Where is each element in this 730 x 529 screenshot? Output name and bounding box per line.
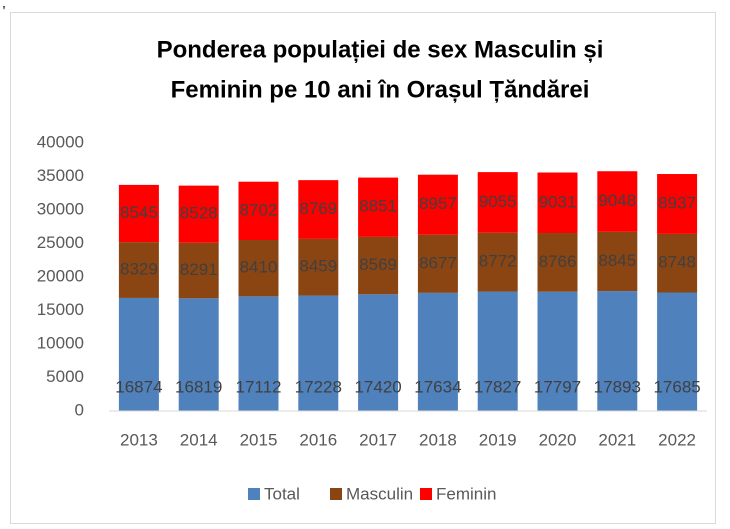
- x-tick-label: 2017: [359, 430, 397, 449]
- bar-segment: [657, 292, 698, 411]
- data-label: 8569: [359, 255, 397, 274]
- data-label: 8329: [120, 260, 158, 279]
- data-label: 8677: [419, 253, 457, 272]
- data-label: 9031: [539, 192, 577, 211]
- legend-swatch: [330, 488, 342, 500]
- data-label: 8410: [240, 258, 278, 277]
- y-tick-label: 35000: [37, 166, 84, 185]
- legend-swatch: [248, 488, 260, 500]
- chart-title: Feminin pe 10 ani în Orașul Țăndărei: [171, 76, 590, 103]
- data-label: 8769: [299, 199, 337, 218]
- bar-segment: [597, 291, 638, 411]
- data-label: 17685: [653, 377, 700, 396]
- data-label: 16874: [115, 377, 162, 396]
- bar-segment: [657, 174, 698, 234]
- x-tick-label: 2015: [240, 430, 278, 449]
- bar-segment: [537, 233, 578, 292]
- data-label: 8845: [598, 251, 636, 270]
- data-label: 8291: [180, 260, 218, 279]
- bar-segment: [238, 296, 279, 411]
- bar-segment: [118, 184, 159, 243]
- data-label: 8766: [539, 252, 577, 271]
- bar-segment: [477, 172, 518, 233]
- x-tick-label: 2016: [299, 430, 337, 449]
- chart-title: Ponderea populației de sex Masculin și: [157, 36, 604, 63]
- data-label: 8772: [479, 252, 517, 271]
- bar-segment: [417, 174, 458, 235]
- bar-segment: [537, 172, 578, 234]
- data-label: 8851: [359, 197, 397, 216]
- bar-segment: [417, 234, 458, 293]
- legend-label: Feminin: [436, 484, 496, 503]
- bar-segment: [298, 180, 339, 239]
- bar-segment: [178, 242, 219, 299]
- bar-segment: [298, 238, 339, 296]
- y-tick-label: 40000: [37, 132, 84, 151]
- data-label: 16819: [175, 377, 222, 396]
- bar-segment: [298, 295, 339, 411]
- y-tick-label: 15000: [37, 300, 84, 319]
- legend-swatch: [420, 488, 432, 500]
- y-tick-label: 30000: [37, 199, 84, 218]
- bar-segment: [358, 294, 399, 411]
- data-label: 8545: [120, 203, 158, 222]
- data-label: 8957: [419, 194, 457, 213]
- bar-segment: [178, 185, 219, 243]
- data-label: 17893: [594, 377, 641, 396]
- bar-segment: [477, 291, 518, 411]
- data-label: 8937: [658, 193, 696, 212]
- bar-segment: [238, 240, 279, 297]
- bar-segment: [657, 233, 698, 293]
- bar-segment: [118, 242, 159, 298]
- data-label: 17228: [295, 377, 342, 396]
- stray-text: ,: [2, 0, 6, 11]
- bar-segment: [477, 232, 518, 292]
- y-tick-label: 0: [75, 400, 84, 419]
- data-label: 9055: [479, 192, 517, 211]
- data-label: 17112: [235, 377, 281, 396]
- x-tick-label: 2019: [479, 430, 517, 449]
- bar-segment: [597, 231, 638, 292]
- bar-segment: [417, 292, 458, 411]
- y-tick-label: 25000: [37, 233, 84, 252]
- bar-segment: [358, 177, 399, 237]
- data-label: 8702: [240, 200, 278, 219]
- legend-label: Masculin: [346, 484, 413, 503]
- data-label: 17827: [474, 377, 521, 396]
- x-tick-label: 2022: [658, 430, 696, 449]
- y-tick-label: 10000: [37, 333, 84, 352]
- data-label: 8748: [658, 253, 696, 272]
- data-label: 9048: [598, 191, 636, 210]
- data-label: 8528: [180, 204, 218, 223]
- data-label: 17420: [354, 377, 401, 396]
- x-tick-label: 2021: [598, 430, 636, 449]
- data-label: 8459: [299, 257, 337, 276]
- data-label: 17634: [414, 377, 461, 396]
- x-tick-label: 2020: [539, 430, 577, 449]
- y-tick-label: 20000: [37, 266, 84, 285]
- bar-segment: [118, 297, 159, 411]
- bar-segment: [597, 171, 638, 232]
- legend-label: Total: [264, 484, 300, 503]
- bar-segment: [178, 298, 219, 411]
- bar-segment: [238, 181, 279, 241]
- bar-segment: [537, 291, 578, 411]
- y-tick-label: 5000: [46, 367, 84, 386]
- x-tick-label: 2014: [180, 430, 218, 449]
- bar-segment: [358, 236, 399, 295]
- x-tick-label: 2013: [120, 430, 158, 449]
- x-tick-label: 2018: [419, 430, 457, 449]
- data-label: 17797: [534, 377, 581, 396]
